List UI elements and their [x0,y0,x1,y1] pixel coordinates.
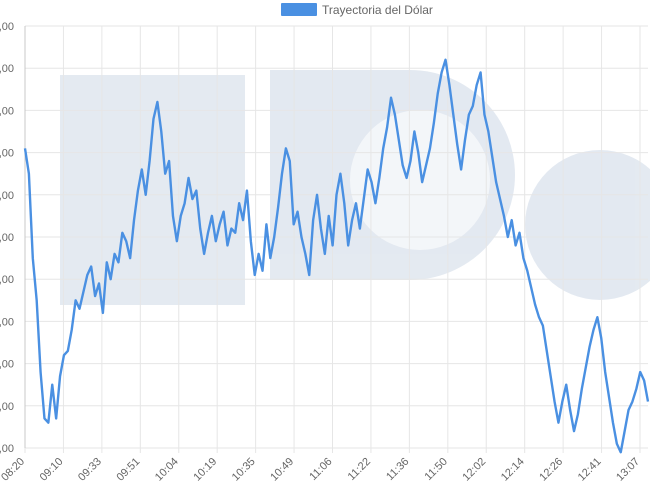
x-tick-label: 10:35 [230,456,258,484]
x-tick-label: 11:22 [346,456,373,483]
x-tick-label: 11:50 [423,456,450,483]
legend[interactable]: Trayectoria del Dólar [281,3,433,17]
y-tick-label: 3,00 [0,190,14,202]
x-tick-label: 08:20 [0,456,27,484]
x-tick-label: 11:36 [384,456,411,483]
x-tick-label: 13:07 [614,456,642,484]
x-tick-label: 11:06 [307,456,334,483]
y-tick-label: 3,00 [0,63,14,75]
legend-swatch [281,3,317,16]
y-tick-label: 3,00 [0,148,14,160]
y-tick-label: 3,00 [0,401,14,413]
x-tick-label: 10:19 [191,456,219,484]
x-tick-label: 12:41 [576,456,604,484]
legend-label: Trayectoria del Dólar [322,3,433,17]
x-tick-label: 12:14 [499,456,527,484]
x-tick-label: 09:33 [76,456,104,484]
x-tick-label: 12:02 [460,456,488,484]
y-tick-label: 3,00 [0,232,14,244]
y-tick-label: 3,00 [0,316,14,328]
grid [24,25,648,453]
x-tick-label: 10:04 [153,456,181,484]
x-tick-label: 09:10 [38,456,66,484]
x-tick-label: 12:26 [537,456,565,484]
series-layer [23,58,650,454]
y-tick-label: 3,00 [0,274,14,286]
y-tick-label: 3,00 [0,21,14,33]
y-axis-ticks: 3,00 3,00 3,00 3,00 3,00 3,00 3,00 3,00 3,00 3,00… [0,21,14,455]
x-tick-label: 09:51 [114,456,142,484]
x-axis-ticks: 08:20 09:10 09:33 09:51 10:04 10:19 10:35 10:49… [0,456,642,484]
y-tick-label: 3,00 [0,105,14,117]
y-tick-label: 3,00 [0,443,14,455]
x-tick-label: 10:49 [268,456,296,484]
y-tick-label: 3,00 [0,359,14,371]
watermark-logo [60,70,650,305]
series-line-trayectoria-del-dolar[interactable] [23,58,650,454]
